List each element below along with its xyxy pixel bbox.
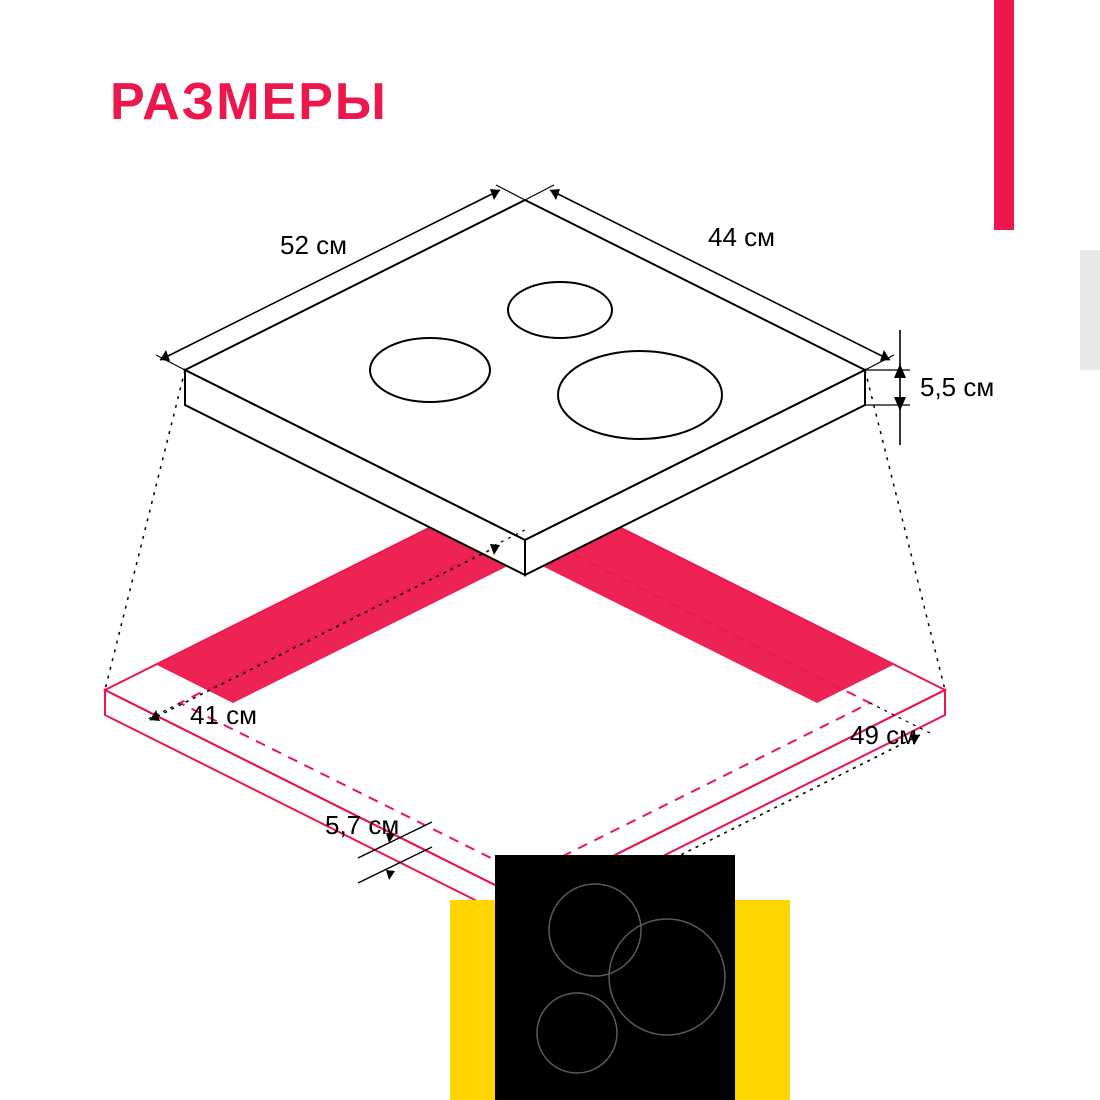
dim-bot-left-label: 41 см [190,700,257,731]
dim-frame-thk-label: 5,7 см [325,810,399,841]
dim-bot-right-label: 49 см [850,720,917,751]
product-cooktop-image: ☰○☰○☰ [495,855,735,1100]
product-burners: ☰○☰○☰ [495,855,735,1100]
dim-top-right-label: 44 см [708,222,775,253]
dim-top-left-label: 52 см [280,230,347,261]
dim-height-label: 5,5 см [920,372,994,403]
